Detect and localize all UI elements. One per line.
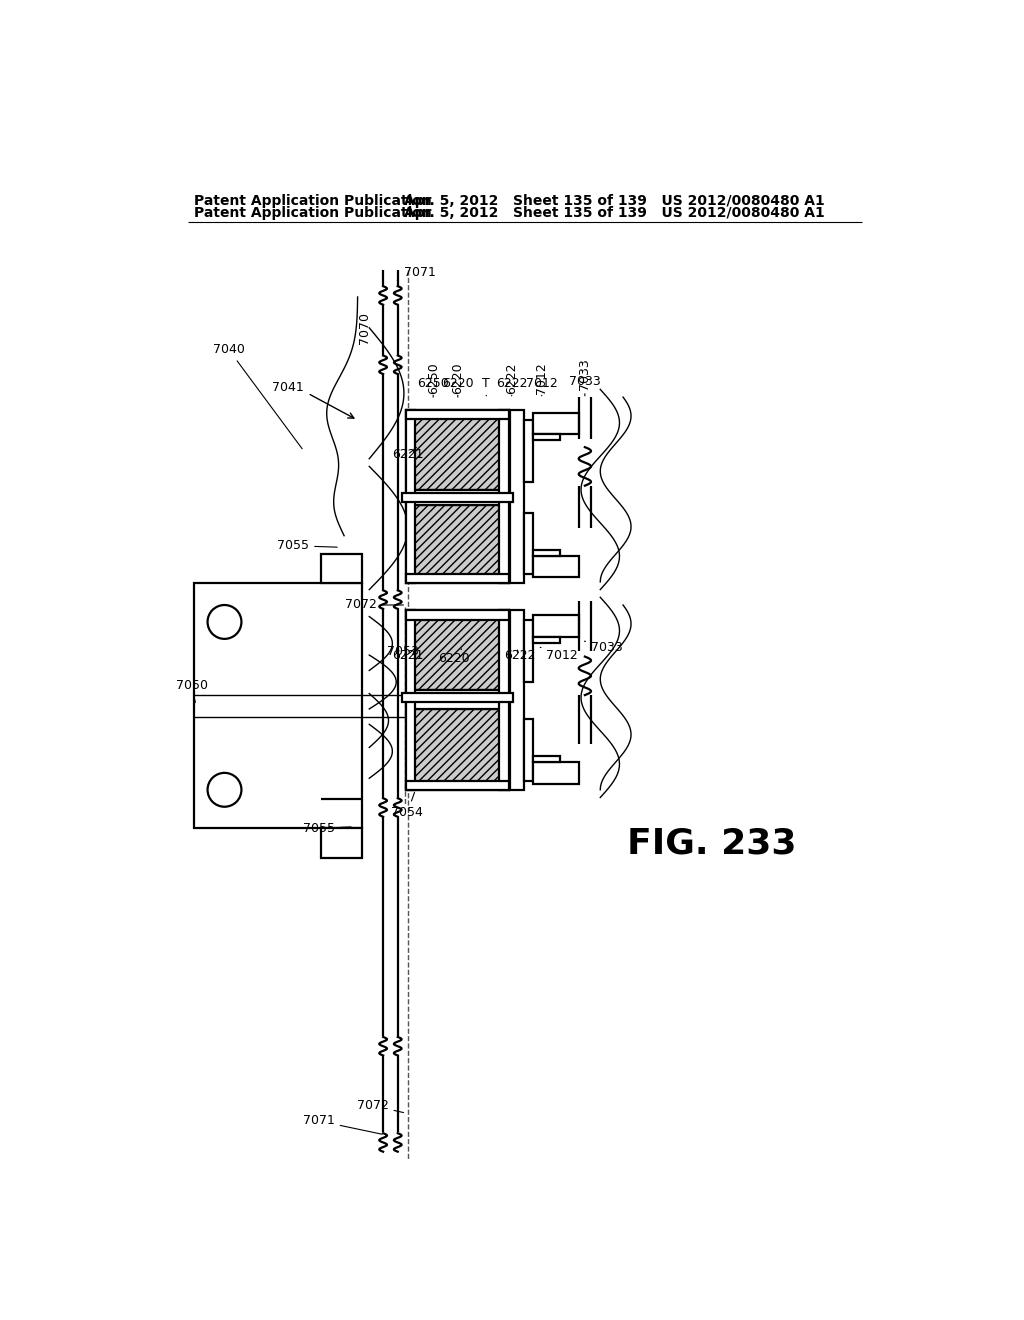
Bar bbox=[414, 709, 503, 785]
Bar bbox=[407, 411, 416, 583]
Bar bbox=[534, 756, 560, 762]
Text: 7055: 7055 bbox=[303, 822, 351, 834]
Bar bbox=[407, 411, 509, 420]
Text: 7040: 7040 bbox=[213, 343, 302, 449]
Bar bbox=[534, 556, 580, 577]
Bar bbox=[500, 610, 509, 789]
Bar bbox=[407, 780, 509, 789]
Text: Patent Application Publication: Patent Application Publication bbox=[194, 194, 431, 207]
Bar bbox=[414, 506, 503, 578]
Text: Apr. 5, 2012   Sheet 135 of 139   US 2012/0080480 A1: Apr. 5, 2012 Sheet 135 of 139 US 2012/00… bbox=[403, 194, 824, 207]
Text: 6221: 6221 bbox=[391, 447, 423, 462]
Bar bbox=[524, 512, 534, 574]
Bar bbox=[414, 689, 503, 709]
Text: 7071: 7071 bbox=[397, 265, 436, 281]
Bar bbox=[510, 610, 524, 789]
Circle shape bbox=[208, 605, 242, 639]
Bar bbox=[407, 610, 416, 789]
Bar bbox=[407, 610, 509, 789]
Text: Apr. 5, 2012   Sheet 135 of 139   US 2012/0080480 A1: Apr. 5, 2012 Sheet 135 of 139 US 2012/00… bbox=[403, 206, 824, 220]
Bar bbox=[401, 693, 513, 702]
Text: 7033: 7033 bbox=[585, 640, 623, 653]
Bar bbox=[524, 620, 534, 682]
Text: 7055: 7055 bbox=[278, 539, 337, 552]
Text: FIG. 233: FIG. 233 bbox=[627, 826, 797, 861]
Bar bbox=[500, 411, 509, 583]
Text: 7033: 7033 bbox=[579, 358, 592, 389]
Text: 7033: 7033 bbox=[569, 375, 601, 396]
Text: Patent Application Publication: Patent Application Publication bbox=[194, 206, 431, 220]
Text: T: T bbox=[482, 376, 490, 396]
Bar bbox=[401, 492, 513, 502]
Bar bbox=[534, 615, 580, 636]
Text: 6220: 6220 bbox=[442, 376, 474, 397]
Text: 7072: 7072 bbox=[356, 1100, 403, 1113]
Bar bbox=[321, 829, 361, 858]
Text: 6220: 6220 bbox=[437, 649, 469, 665]
Bar bbox=[510, 411, 524, 583]
Bar bbox=[534, 549, 560, 556]
Circle shape bbox=[208, 774, 242, 807]
Text: 7070: 7070 bbox=[357, 312, 371, 343]
Text: 6220: 6220 bbox=[452, 362, 464, 393]
Bar bbox=[524, 420, 534, 482]
Text: 6222: 6222 bbox=[496, 376, 527, 396]
Text: 6222: 6222 bbox=[505, 362, 518, 393]
Text: 7012: 7012 bbox=[526, 376, 558, 396]
Text: 7041: 7041 bbox=[272, 381, 304, 395]
Text: 6250: 6250 bbox=[418, 376, 450, 397]
Bar bbox=[407, 574, 509, 583]
Bar bbox=[414, 490, 503, 504]
Text: 7072: 7072 bbox=[345, 598, 403, 611]
Text: 7071: 7071 bbox=[303, 1114, 382, 1134]
Bar bbox=[534, 412, 580, 434]
Bar bbox=[524, 719, 534, 780]
Bar bbox=[414, 616, 503, 689]
Bar bbox=[407, 411, 509, 583]
Bar bbox=[407, 610, 509, 619]
Text: 6221: 6221 bbox=[391, 648, 423, 661]
Bar bbox=[414, 416, 503, 490]
Text: 6250: 6250 bbox=[427, 362, 439, 393]
Text: 6222: 6222 bbox=[504, 648, 536, 661]
Bar bbox=[534, 434, 560, 441]
Text: 7012: 7012 bbox=[541, 647, 579, 661]
Text: 7012: 7012 bbox=[536, 362, 548, 393]
Text: 7050: 7050 bbox=[175, 680, 208, 702]
Bar bbox=[534, 636, 560, 643]
Text: 7054: 7054 bbox=[391, 792, 423, 820]
Bar bbox=[321, 554, 361, 583]
Text: 7053: 7053 bbox=[387, 644, 419, 661]
Bar bbox=[194, 583, 361, 829]
Bar bbox=[534, 762, 580, 784]
